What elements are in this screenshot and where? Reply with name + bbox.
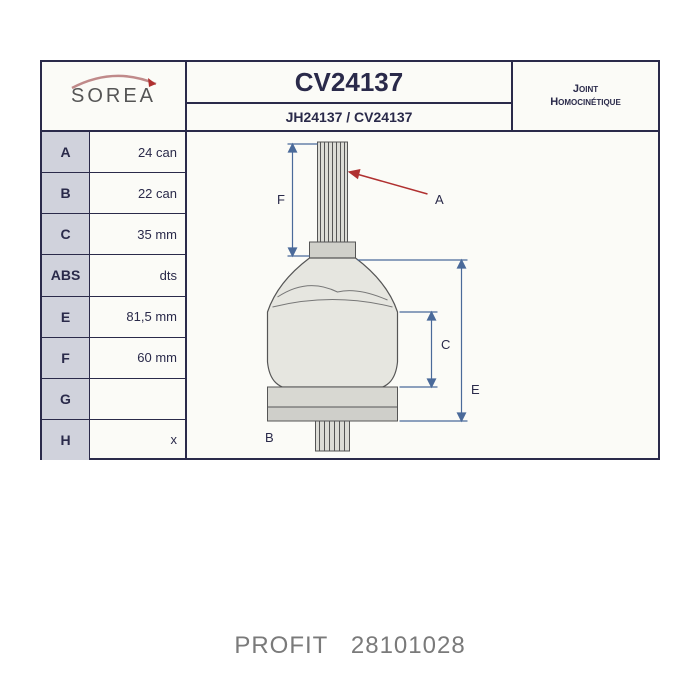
body-row: A24 can B22 can C35 mm ABSdts E81,5 mm F… bbox=[42, 132, 658, 460]
spec-key: B bbox=[42, 173, 90, 213]
spec-val: dts bbox=[90, 255, 185, 295]
spec-val: x bbox=[90, 420, 185, 460]
logo-cell: SOREA bbox=[42, 62, 187, 130]
spec-key: A bbox=[42, 132, 90, 172]
header-row: SOREA CV24137 JH24137 / CV24137 Joint Ho… bbox=[42, 62, 658, 132]
dim-label-A: A bbox=[435, 192, 444, 207]
footer-brand: PROFIT bbox=[234, 632, 328, 659]
joint-label-2: Homocinétique bbox=[550, 96, 621, 109]
spec-val: 35 mm bbox=[90, 214, 185, 254]
cv-joint-diagram bbox=[187, 132, 658, 460]
spec-key: ABS bbox=[42, 255, 90, 295]
joint-label-1: Joint bbox=[573, 83, 598, 96]
footer-part: 28101028 bbox=[351, 632, 466, 659]
dim-label-F: F bbox=[277, 192, 285, 207]
logo-swoosh-icon bbox=[64, 70, 164, 96]
spec-row: A24 can bbox=[42, 132, 185, 173]
title-main: CV24137 bbox=[187, 62, 511, 104]
spec-row: ABSdts bbox=[42, 255, 185, 296]
dim-label-E: E bbox=[471, 382, 480, 397]
spec-key: F bbox=[42, 338, 90, 378]
spec-row: F60 mm bbox=[42, 338, 185, 379]
spec-key: H bbox=[42, 420, 90, 460]
spec-key: C bbox=[42, 214, 90, 254]
spec-val bbox=[90, 379, 185, 419]
footer: PROFIT 28101028 bbox=[0, 632, 700, 660]
spec-row: E81,5 mm bbox=[42, 297, 185, 338]
spec-key: E bbox=[42, 297, 90, 337]
title-sub: JH24137 / CV24137 bbox=[187, 104, 511, 130]
dim-label-B: B bbox=[265, 430, 274, 445]
spec-row: Hx bbox=[42, 420, 185, 460]
spec-key: G bbox=[42, 379, 90, 419]
title-cell: CV24137 JH24137 / CV24137 bbox=[187, 62, 513, 130]
spec-row: B22 can bbox=[42, 173, 185, 214]
spec-table: A24 can B22 can C35 mm ABSdts E81,5 mm F… bbox=[42, 132, 187, 460]
spec-val: 81,5 mm bbox=[90, 297, 185, 337]
spec-val: 22 can bbox=[90, 173, 185, 213]
spec-row: C35 mm bbox=[42, 214, 185, 255]
spec-card: SOREA CV24137 JH24137 / CV24137 Joint Ho… bbox=[40, 60, 660, 460]
diagram-cell: F A C E B bbox=[187, 132, 658, 460]
spec-val: 60 mm bbox=[90, 338, 185, 378]
joint-cell: Joint Homocinétique bbox=[513, 62, 658, 130]
dim-label-C: C bbox=[441, 337, 450, 352]
spec-row: G bbox=[42, 379, 185, 420]
spec-val: 24 can bbox=[90, 132, 185, 172]
